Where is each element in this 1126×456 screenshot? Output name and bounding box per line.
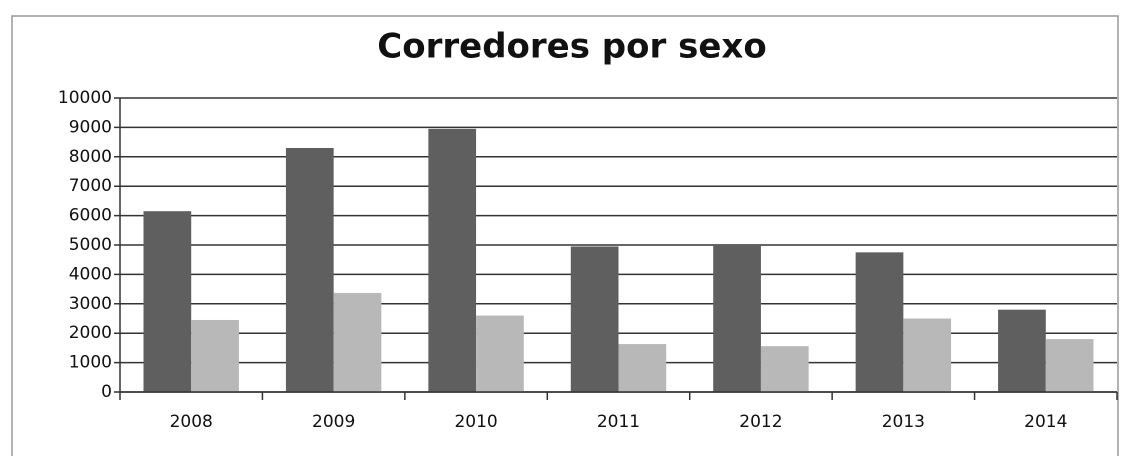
- bar: [428, 128, 477, 392]
- chart-title: Corredores por sexo: [377, 27, 766, 67]
- bar: [191, 319, 239, 392]
- y-tick-label: 6000: [69, 206, 112, 226]
- y-tick-label: 0: [101, 382, 112, 402]
- x-tick-label: 2012: [739, 412, 782, 432]
- bar: [333, 292, 382, 392]
- bar: [760, 346, 809, 392]
- bar: [285, 147, 334, 392]
- y-tick-label: 7000: [69, 176, 112, 196]
- y-tick-label: 2000: [69, 323, 112, 343]
- y-tick-label: 9000: [69, 117, 112, 137]
- y-tick-label: 4000: [69, 264, 112, 284]
- x-tick-label: 2014: [1024, 412, 1067, 432]
- y-tick-label: 5000: [69, 235, 112, 255]
- y-tick-label: 8000: [69, 147, 112, 167]
- bar: [998, 309, 1046, 392]
- bar: [618, 344, 667, 392]
- x-tick-label: 2009: [312, 412, 355, 432]
- x-tick-label: 2011: [597, 412, 640, 432]
- bar: [1045, 339, 1094, 392]
- bar: [570, 246, 619, 392]
- y-tick-label: 1000: [69, 353, 112, 373]
- y-tick-label: 3000: [69, 294, 112, 314]
- x-tick-label: 2008: [170, 412, 213, 432]
- bar: [143, 211, 192, 392]
- bar: [903, 318, 952, 392]
- bar: [855, 252, 904, 392]
- bar: [713, 245, 761, 392]
- y-tick-label: 10000: [58, 88, 112, 108]
- x-tick-label: 2013: [882, 412, 925, 432]
- bar: [476, 315, 524, 392]
- x-tick-label: 2010: [454, 412, 497, 432]
